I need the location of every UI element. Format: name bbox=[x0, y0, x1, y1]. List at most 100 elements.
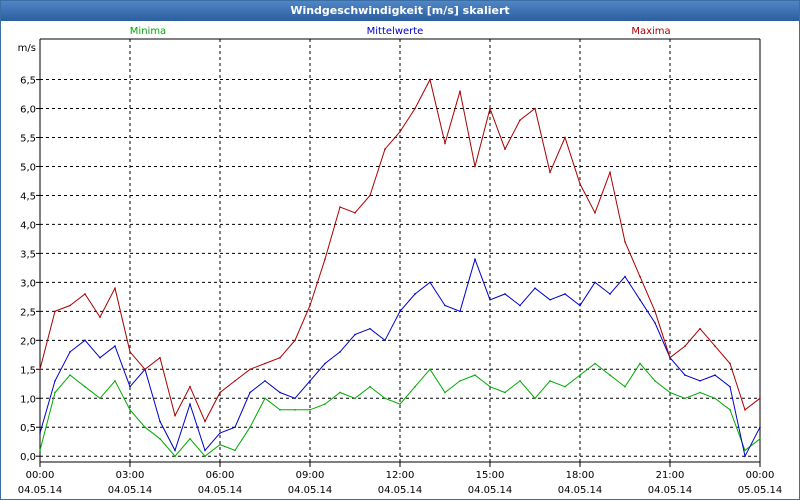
data-point-minima bbox=[654, 380, 656, 382]
data-point-mittelwerte bbox=[294, 397, 296, 400]
data-point-mittelwerte bbox=[54, 380, 56, 382]
x-tick-time: 21:00 bbox=[656, 470, 685, 481]
data-point-maxima bbox=[564, 136, 566, 139]
chart: 0,0 0,5 1,0 1,5 2,0 2,5 3,0 3,5 4,0 4,5 5,0 5,5 6,0 6… bbox=[18, 26, 783, 496]
data-point-mittelwerte bbox=[84, 339, 86, 342]
data-point-mittelwerte bbox=[609, 293, 611, 295]
data-point-mittelwerte bbox=[189, 403, 191, 405]
data-point-minima bbox=[339, 391, 341, 394]
data-point-maxima bbox=[369, 194, 371, 197]
data-point-maxima bbox=[339, 206, 341, 208]
data-point-mittelwerte bbox=[39, 432, 41, 434]
window-title: Windgeschwindigkeit [m/s] skaliert bbox=[1, 1, 799, 21]
data-point-maxima bbox=[429, 78, 431, 81]
data-point-minima bbox=[99, 397, 101, 400]
data-point-mittelwerte bbox=[399, 310, 401, 313]
data-point-mittelwerte bbox=[624, 275, 626, 278]
data-point-minima bbox=[699, 391, 701, 394]
data-point-maxima bbox=[519, 119, 521, 121]
legend-maxima: Maxima bbox=[631, 26, 670, 37]
data-point-minima bbox=[189, 438, 191, 440]
data-point-maxima bbox=[534, 107, 536, 110]
data-point-maxima bbox=[579, 183, 581, 185]
data-point-mittelwerte bbox=[444, 304, 446, 307]
data-point-minima bbox=[729, 409, 731, 411]
data-point-mittelwerte bbox=[549, 298, 551, 301]
data-point-maxima bbox=[384, 148, 386, 150]
data-point-maxima bbox=[174, 414, 176, 417]
labels: 0,0 0,5 1,0 1,5 2,0 2,5 3,0 3,5 4,0 4,5 5,0 5,5 6,0 6… bbox=[18, 26, 783, 496]
x-tick-date: 04.05.14 bbox=[378, 485, 423, 496]
data-point-minima bbox=[549, 380, 551, 382]
data-point-minima bbox=[429, 368, 431, 371]
data-point-minima bbox=[294, 409, 296, 411]
x-tick-time: 03:00 bbox=[116, 470, 145, 481]
data-point-maxima bbox=[159, 356, 161, 359]
data-point-mittelwerte bbox=[489, 298, 491, 301]
x-tick-time: 09:00 bbox=[296, 470, 325, 481]
data-point-maxima bbox=[39, 368, 41, 371]
data-point-maxima bbox=[219, 391, 221, 394]
data-point-mittelwerte bbox=[729, 385, 731, 388]
y-tick-label: 5,5 bbox=[20, 134, 36, 145]
legend-minima: Minima bbox=[130, 26, 166, 37]
data-point-maxima bbox=[309, 304, 311, 307]
y-tick-label: 1,5 bbox=[20, 365, 36, 376]
data-point-minima bbox=[54, 391, 56, 394]
data-point-maxima bbox=[294, 339, 296, 342]
data-point-maxima bbox=[594, 212, 596, 214]
data-point-minima bbox=[624, 385, 626, 388]
y-tick-label: 0,0 bbox=[20, 452, 36, 463]
data-point-mittelwerte bbox=[69, 351, 71, 353]
data-point-mittelwerte bbox=[414, 293, 416, 295]
data-point-maxima bbox=[354, 212, 356, 214]
data-point-mittelwerte bbox=[309, 380, 311, 382]
data-point-minima bbox=[504, 391, 506, 394]
data-point-minima bbox=[114, 380, 116, 382]
data-point-maxima bbox=[759, 397, 761, 400]
data-point-minima bbox=[489, 385, 491, 388]
data-point-mittelwerte bbox=[369, 327, 371, 330]
y-tick-label: 6,0 bbox=[20, 105, 36, 116]
data-point-maxima bbox=[474, 165, 476, 168]
data-point-mittelwerte bbox=[279, 391, 281, 394]
data-point-maxima bbox=[459, 90, 461, 92]
data-point-minima bbox=[249, 426, 251, 429]
series-lines bbox=[39, 78, 761, 458]
data-point-maxima bbox=[264, 362, 266, 365]
x-tick-date: 04.05.14 bbox=[648, 485, 693, 496]
data-point-minima bbox=[759, 438, 761, 440]
data-point-minima bbox=[39, 449, 41, 452]
axes bbox=[36, 38, 761, 467]
x-tick-date: 04.05.14 bbox=[558, 485, 603, 496]
data-point-minima bbox=[594, 362, 596, 365]
data-point-mittelwerte bbox=[654, 322, 656, 324]
data-point-maxima bbox=[69, 304, 71, 307]
data-point-mittelwerte bbox=[684, 374, 686, 376]
y-tick-label: 2,5 bbox=[20, 307, 36, 318]
data-point-maxima bbox=[189, 385, 191, 388]
data-point-minima bbox=[714, 397, 716, 400]
y-tick-label: 5,0 bbox=[20, 162, 36, 173]
data-point-maxima bbox=[639, 275, 641, 278]
data-point-mittelwerte bbox=[114, 345, 116, 347]
data-point-minima bbox=[564, 385, 566, 388]
data-point-maxima bbox=[624, 241, 626, 243]
data-point-maxima bbox=[729, 362, 731, 365]
x-tick-time: 06:00 bbox=[206, 470, 235, 481]
x-tick-time: 00:00 bbox=[26, 470, 55, 481]
data-point-minima bbox=[264, 397, 266, 400]
data-point-minima bbox=[579, 374, 581, 376]
data-point-minima bbox=[219, 443, 221, 446]
data-point-mittelwerte bbox=[639, 298, 641, 301]
data-point-minima bbox=[174, 455, 176, 458]
data-point-mittelwerte bbox=[339, 351, 341, 353]
x-tick-date: 05.05.14 bbox=[738, 485, 783, 496]
data-point-maxima bbox=[279, 356, 281, 359]
data-point-maxima bbox=[489, 107, 491, 110]
data-point-minima bbox=[459, 380, 461, 382]
data-point-minima bbox=[279, 409, 281, 411]
data-point-mittelwerte bbox=[519, 304, 521, 307]
data-point-minima bbox=[639, 362, 641, 365]
data-point-maxima bbox=[684, 345, 686, 347]
